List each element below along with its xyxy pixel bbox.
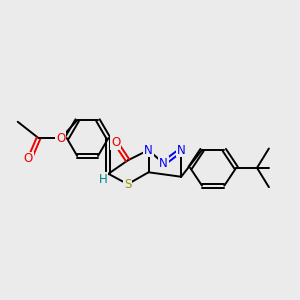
Text: O: O: [23, 152, 33, 165]
Text: O: O: [111, 136, 120, 149]
Text: O: O: [56, 132, 65, 145]
Text: N: N: [159, 157, 168, 170]
Text: N: N: [144, 143, 153, 157]
Text: N: N: [177, 143, 186, 157]
Text: S: S: [124, 178, 131, 191]
Text: H: H: [99, 172, 107, 186]
